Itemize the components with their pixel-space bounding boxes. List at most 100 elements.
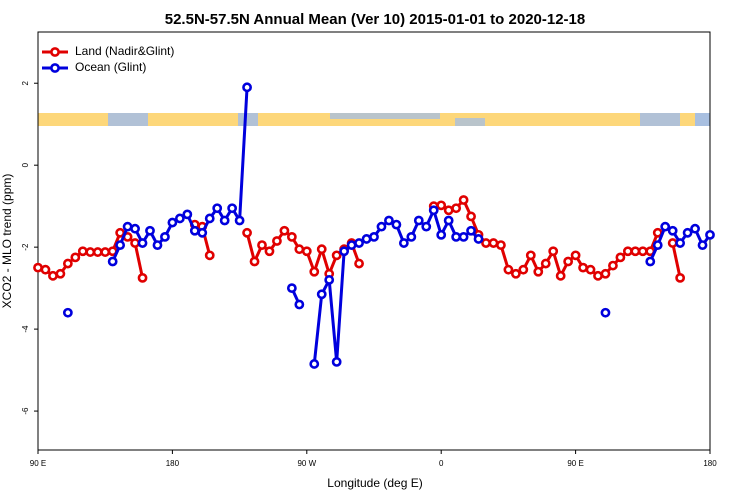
series-point [398, 238, 409, 248]
series-point [660, 221, 671, 232]
series-point [451, 232, 462, 242]
series-point [77, 246, 88, 257]
y-tick-label: -2 [21, 243, 30, 251]
series-point [264, 246, 275, 257]
series-point [204, 213, 215, 224]
series-point [585, 264, 596, 275]
series-point [369, 232, 379, 242]
series-point [622, 246, 633, 257]
y-tick-label: -4 [21, 325, 30, 333]
y-axis-label: XCO2 - MLO trend (ppm) [0, 174, 14, 309]
series-point [234, 215, 245, 226]
series-point [488, 238, 499, 248]
y-tick-label: 2 [21, 80, 30, 85]
series-point [219, 215, 230, 226]
series-point [473, 234, 484, 244]
series-point [451, 203, 462, 214]
series-point [249, 256, 260, 267]
legend-marker [50, 47, 60, 57]
series-point [316, 244, 327, 255]
series-point [466, 225, 476, 236]
series-point [630, 246, 641, 257]
series-point [62, 307, 73, 318]
series-point [167, 217, 178, 228]
series-point [458, 195, 469, 205]
series-point [690, 223, 700, 234]
series-point [682, 227, 693, 238]
series-point [122, 221, 133, 232]
series-point [615, 252, 626, 263]
series-point [339, 246, 350, 257]
series-point [436, 229, 447, 240]
series-point [160, 232, 170, 242]
series-line [671, 242, 682, 279]
series-point [563, 256, 574, 267]
series-point [309, 266, 320, 277]
series-point [510, 268, 521, 279]
series-point [705, 229, 715, 240]
series-point [145, 225, 155, 236]
series-point [667, 238, 678, 248]
series-point [421, 221, 432, 232]
series-point [458, 232, 469, 242]
series-point [212, 203, 223, 214]
series-point [227, 203, 238, 214]
series-point [309, 359, 320, 369]
y-tick-label: 0 [21, 162, 30, 167]
x-tick-label: 0 [439, 459, 444, 468]
series-point [331, 356, 342, 367]
x-axis-label: Longitude (deg E) [327, 476, 422, 490]
series-point [496, 240, 506, 250]
series-point [40, 264, 51, 275]
series-point [294, 299, 305, 310]
series-point [570, 250, 581, 261]
series-point [48, 270, 58, 281]
series-point [174, 213, 185, 224]
x-tick-label: 90 E [567, 459, 583, 468]
series-point [443, 205, 454, 216]
series-point [384, 215, 394, 226]
series-point [85, 247, 96, 257]
x-tick-label: 90 W [297, 459, 316, 468]
series-point [413, 215, 424, 226]
series-point [257, 240, 267, 250]
series-point [286, 232, 297, 242]
series-point [406, 232, 417, 242]
series-point [286, 283, 297, 294]
series-point [593, 270, 603, 281]
series-point [391, 219, 402, 230]
plot-frame [37, 31, 711, 451]
series-point [600, 268, 611, 279]
series-point [301, 246, 312, 257]
series-point [189, 225, 200, 236]
map-strip [38, 113, 710, 126]
series-point [608, 260, 618, 271]
series-point [361, 234, 372, 244]
series-point [652, 240, 663, 250]
x-tick-label: 180 [703, 459, 717, 468]
series-point [33, 262, 43, 273]
series-point [555, 270, 566, 281]
series-point [354, 258, 364, 269]
chart-title: 52.5N-57.5N Annual Mean (Ver 10) 2015-01… [165, 11, 585, 28]
series-point [324, 275, 335, 285]
series-point [182, 209, 193, 220]
y-tick-label: -6 [21, 407, 30, 415]
series-point [354, 238, 364, 248]
legend-label: Ocean (Glint) [75, 60, 146, 74]
series-point [137, 238, 148, 248]
series-point [540, 258, 551, 269]
series-point [115, 240, 126, 250]
series-point [443, 215, 454, 226]
series-point [272, 236, 282, 246]
series-point [70, 252, 81, 263]
series-point [548, 246, 559, 257]
series-point [645, 256, 656, 267]
series-point [331, 250, 342, 261]
series-point [525, 250, 536, 261]
series-point [92, 247, 103, 257]
series-point [697, 240, 708, 250]
x-tick-label: 180 [166, 459, 180, 468]
series-point [130, 238, 140, 248]
